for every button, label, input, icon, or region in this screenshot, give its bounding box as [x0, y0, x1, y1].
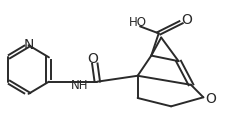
Text: N: N — [23, 38, 34, 52]
Text: HO: HO — [129, 16, 147, 29]
Text: NH: NH — [70, 79, 88, 92]
Text: O: O — [205, 92, 216, 106]
Text: O: O — [87, 52, 98, 66]
Text: O: O — [181, 13, 192, 27]
